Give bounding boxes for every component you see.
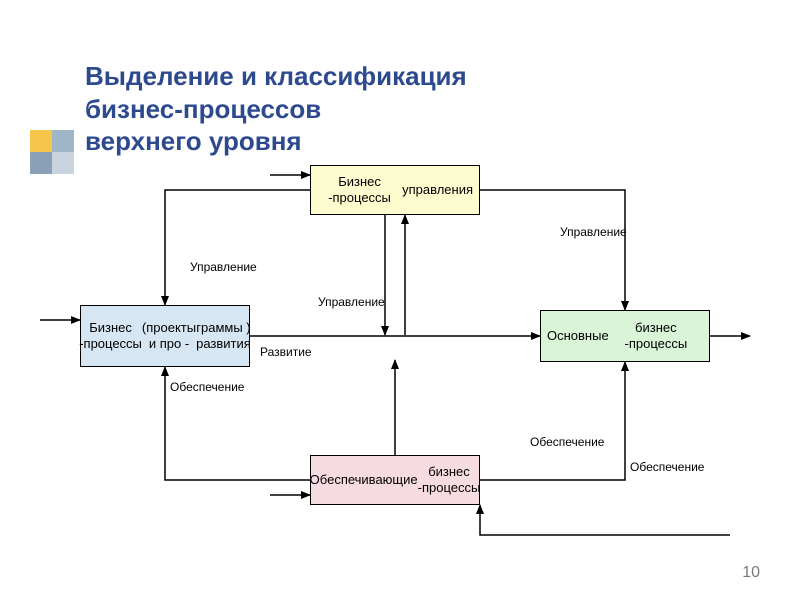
node-top: Бизнес -процессыуправления (310, 165, 480, 215)
edge-arrow (480, 190, 625, 310)
node-line: бизнес -процессы (418, 464, 481, 497)
edge-arrow (480, 505, 730, 535)
edge-arrow (480, 362, 625, 480)
page-title: Выделение и классификация бизнес-процесс… (85, 60, 467, 158)
edge-label: Управление (318, 295, 385, 309)
flow-diagram: Бизнес -процессыуправления Бизнес -проце… (70, 165, 730, 565)
title-line-3: верхнего уровня (85, 126, 302, 156)
edge-label: Обеспечение (530, 435, 604, 449)
node-line: Основные (547, 328, 609, 344)
title-line-2: бизнес-процессов (85, 94, 321, 124)
accent-square (30, 130, 52, 152)
edge-label: Обеспечение (630, 460, 704, 474)
node-line: Бизнес -процессы (79, 320, 142, 353)
accent-square (30, 152, 52, 174)
node-line: Обеспечивающие (310, 472, 418, 488)
edge-label: Обеспечение (170, 380, 244, 394)
node-right: Основныебизнес -процессы (540, 310, 710, 362)
edge-arrow (165, 190, 310, 305)
node-line: бизнес -процессы (609, 320, 703, 353)
accent-square (52, 130, 74, 152)
node-line: (проекты и про - (142, 320, 196, 353)
edge-label: Управление (190, 260, 257, 274)
page-number: 10 (742, 564, 760, 582)
node-bottom: Обеспечивающиебизнес -процессы (310, 455, 480, 505)
node-line: граммы ) развития (196, 320, 251, 353)
edge-label: Управление (560, 225, 627, 239)
node-left: Бизнес -процессы(проекты и про -граммы )… (80, 305, 250, 367)
node-line: Бизнес -процессы (317, 174, 402, 207)
edge-label: Развитие (260, 345, 312, 359)
node-line: управления (402, 182, 473, 198)
title-line-1: Выделение и классификация (85, 61, 467, 91)
